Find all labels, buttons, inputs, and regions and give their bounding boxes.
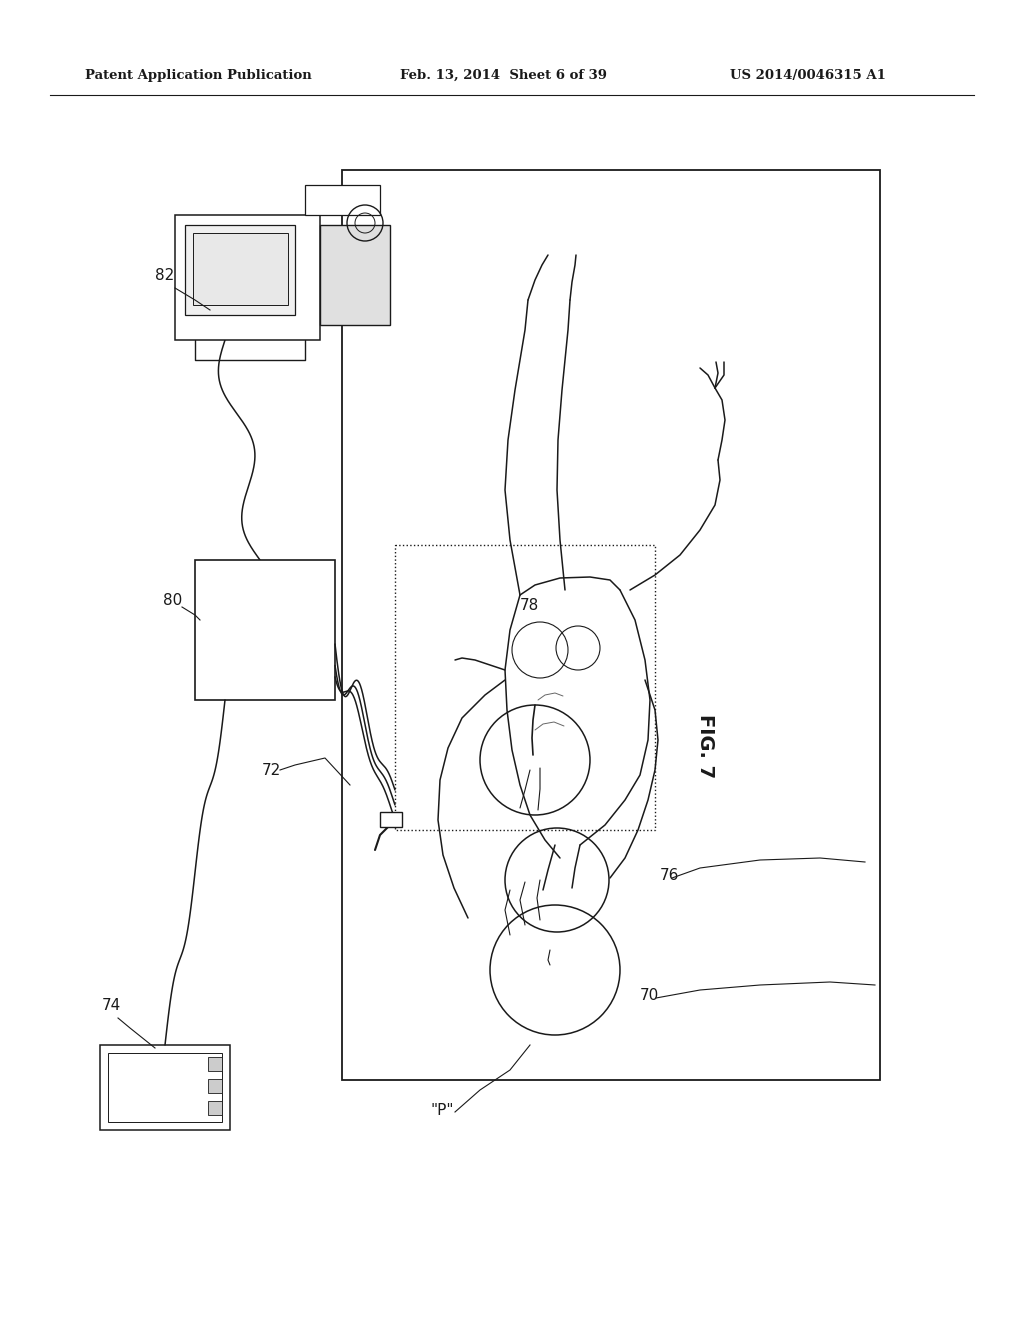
Text: 70: 70 [640, 987, 659, 1003]
Bar [208, 1101, 222, 1115]
Text: 74: 74 [102, 998, 121, 1012]
Bar [193, 234, 288, 305]
Text: "P": "P" [430, 1104, 454, 1118]
Bar [208, 1057, 222, 1071]
Bar [319, 224, 390, 325]
Bar [342, 170, 880, 1080]
Text: FIG. 7: FIG. 7 [696, 714, 716, 777]
Text: 80: 80 [163, 593, 182, 609]
Text: 76: 76 [660, 869, 679, 883]
Bar [175, 215, 319, 341]
Bar [185, 224, 295, 315]
Bar [195, 560, 335, 700]
Bar [380, 812, 402, 828]
Bar [208, 1078, 222, 1093]
Bar [100, 1045, 230, 1130]
Text: Feb. 13, 2014  Sheet 6 of 39: Feb. 13, 2014 Sheet 6 of 39 [400, 69, 607, 82]
Text: 82: 82 [155, 268, 174, 282]
Bar [395, 545, 655, 830]
Text: Patent Application Publication: Patent Application Publication [85, 69, 311, 82]
Text: 72: 72 [262, 763, 282, 777]
Text: 78: 78 [520, 598, 540, 612]
Text: US 2014/0046315 A1: US 2014/0046315 A1 [730, 69, 886, 82]
Bar [305, 185, 380, 215]
Bar [108, 1053, 222, 1122]
